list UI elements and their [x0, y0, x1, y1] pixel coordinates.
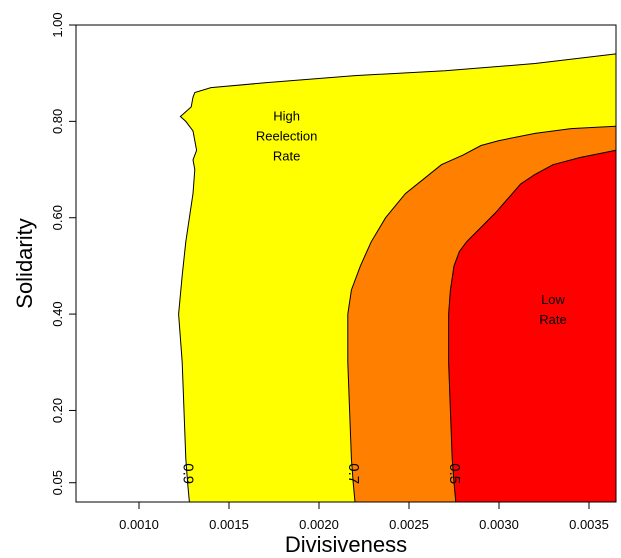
x-axis-title: Divisiveness: [285, 532, 407, 557]
x-axis: 0.0010 0.0015 0.0020 0.0025 0.0030 0.0035: [119, 502, 609, 532]
y-tick-label-2: 0.40: [50, 301, 65, 326]
annotation-0-line-2: Rate: [273, 149, 300, 164]
y-tick-label-1: 0.20: [50, 398, 65, 423]
x-tick-label-5: 0.0035: [569, 517, 609, 532]
contour-regions: [178, 53, 617, 503]
y-tick-label-0: 0.05: [50, 470, 65, 495]
x-tick-label-1: 0.0015: [209, 517, 249, 532]
y-tick-label-4: 0.80: [50, 109, 65, 134]
contour-line-2: [448, 149, 617, 503]
plot-frame: [75, 24, 617, 503]
x-tick-label-2: 0.0020: [299, 517, 339, 532]
y-axis-title: Solidarity: [12, 218, 37, 308]
y-tick-label-3: 0.60: [50, 205, 65, 230]
contour-line-1: [347, 125, 617, 503]
contour-label-1: 0.7: [345, 463, 362, 484]
x-tick-label-0: 0.0010: [119, 517, 159, 532]
annotation-1-line-1: Rate: [539, 312, 566, 327]
contour-label-2: 0.5: [446, 463, 463, 484]
annotation-1-line-0: Low: [541, 292, 565, 307]
contour-labels: 0.9 0.7 0.5: [180, 463, 463, 484]
x-tick-label-4: 0.0030: [479, 517, 519, 532]
annotation-0-line-1: Reelection: [256, 129, 317, 144]
contour-line-0: [178, 53, 617, 503]
x-tick-label-3: 0.0025: [389, 517, 429, 532]
contour-region-2: [448, 150, 616, 503]
annotations: High Reelection Rate Low Rate: [256, 109, 567, 327]
contour-label-0: 0.9: [180, 463, 197, 484]
y-tick-label-5: 1.00: [50, 12, 65, 37]
y-axis: 0.05 0.20 0.40 0.60 0.80 1.00: [50, 12, 76, 495]
annotation-0-line-0: High: [273, 109, 300, 124]
